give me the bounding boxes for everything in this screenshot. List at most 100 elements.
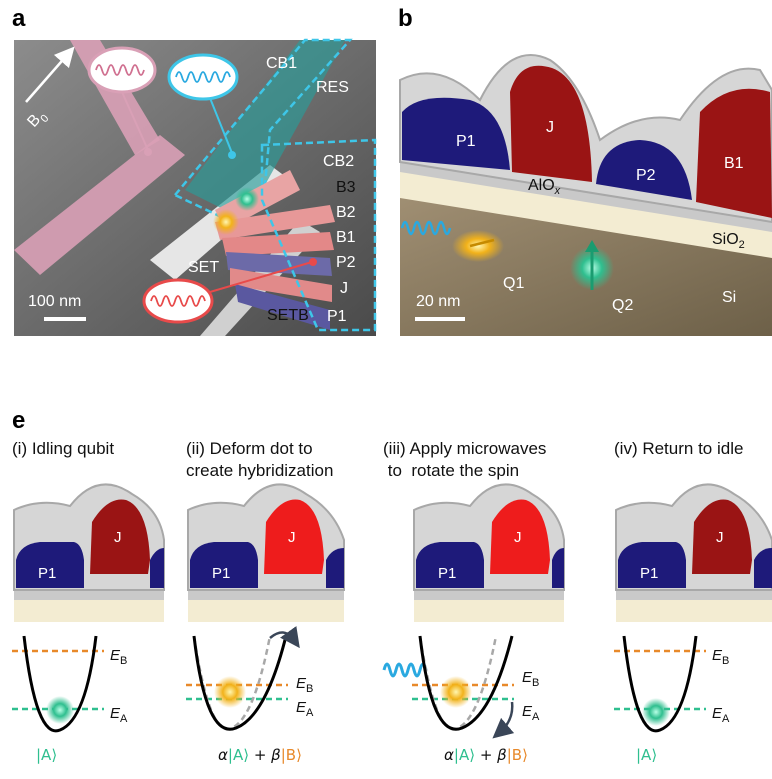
label-setb: SETB — [267, 307, 309, 324]
step-4-gate-p1 — [618, 542, 686, 588]
panel-b: b P1 J P2 B1 AlOx SiO2 Si Q1 Q2 20 nm — [398, 5, 772, 336]
label-res: RES — [316, 79, 349, 96]
step-2-title-line2: create hybridization — [186, 461, 333, 480]
step-2-title-line1: (ii) Deform dot to — [186, 439, 313, 458]
label-p2: P2 — [336, 254, 356, 271]
cyan-connector — [209, 97, 233, 154]
gate-j-b — [510, 65, 592, 182]
cyan-dot — [228, 151, 236, 159]
label-j: J — [340, 280, 348, 297]
pink-dot — [144, 148, 152, 156]
step-4-label-j: J — [716, 529, 724, 546]
step-1-device: P1 J — [13, 483, 165, 622]
step-4-title: (iv) Return to idle — [614, 439, 743, 458]
step-4-ea: EA — [712, 705, 730, 725]
step-2-eb: EB — [296, 675, 313, 695]
energy-labels: EB EA EB EA EB EA EB EA — [110, 647, 730, 725]
red-wave-icon — [150, 295, 206, 307]
label-b1: B1 — [336, 229, 356, 246]
step-3-microwave-icon — [382, 662, 428, 678]
step-3-ea: EA — [522, 703, 540, 723]
q2-spin-arrowhead — [585, 240, 599, 252]
pink-signal-bubble — [87, 46, 157, 94]
gate-j — [230, 268, 332, 302]
label-cb1: CB1 — [266, 55, 297, 72]
step-1-gate-j — [90, 499, 150, 574]
red-signal-bubble — [142, 278, 214, 324]
step-1-potential — [12, 635, 104, 733]
label-p1: P1 — [327, 308, 347, 325]
cyan-wave-icon — [175, 71, 231, 83]
label-b1-b: B1 — [724, 155, 744, 172]
step-2-ea: EA — [296, 699, 314, 719]
panel-b-letter: b — [398, 5, 413, 32]
label-q2: Q2 — [612, 297, 633, 314]
step-1-qubit — [46, 696, 74, 724]
panel-a: a B 0 — [12, 5, 377, 336]
gate-b1-b — [696, 88, 772, 219]
resonator-pink-arm — [14, 135, 185, 275]
step-2-label-p1: P1 — [212, 565, 230, 582]
step-3-gate-j — [490, 499, 550, 574]
q1-spin-arrow — [469, 238, 495, 248]
label-b2: B2 — [336, 204, 356, 221]
cyan-signal-bubble — [167, 53, 239, 101]
sio2-layer — [400, 168, 772, 258]
step-4-well — [622, 635, 698, 733]
step-1-label-p1: P1 — [38, 565, 56, 582]
label-j-b: J — [546, 119, 554, 136]
label-cb2: CB2 — [323, 153, 354, 170]
gate-b2 — [215, 205, 335, 240]
scale-bar-b — [415, 317, 465, 321]
label-b3: B3 — [336, 179, 356, 196]
red-connector — [209, 261, 313, 293]
step-3-qubit — [440, 676, 472, 708]
step-1-well — [22, 635, 98, 733]
red-dot — [309, 258, 317, 266]
gate-p2-b — [596, 140, 692, 200]
scale-bar-label-a: 100 nm — [28, 293, 81, 310]
step-4-eb: EB — [712, 647, 729, 667]
b0-arrow — [25, 46, 75, 103]
step-3-label-j: J — [514, 529, 522, 546]
step-1-gate-p1 — [16, 542, 84, 588]
step-2-deform-arrow — [269, 626, 300, 649]
step-4-state: |A⟩ — [636, 746, 657, 764]
step-3-state: α|A⟩ + β|B⟩ — [444, 746, 528, 764]
label-si: Si — [722, 289, 736, 306]
step-1-label-j: J — [114, 529, 122, 546]
step-2-potential — [186, 626, 300, 731]
panel-e: e (i) Idling qubit (ii) Deform dot to cr… — [12, 407, 772, 764]
step-2-label-j: J — [288, 529, 296, 546]
step-2-device: P1 J — [187, 483, 345, 622]
step-3-return-arrow — [492, 701, 515, 739]
step-4-label-p1: P1 — [640, 565, 658, 582]
gate-p2 — [226, 252, 332, 276]
cb2-outline — [260, 138, 377, 332]
pink-connector — [121, 91, 149, 151]
step-3-potential — [382, 635, 515, 739]
step-1-title: (i) Idling qubit — [12, 439, 114, 458]
step-1-state: |A⟩ — [36, 746, 57, 764]
label-set: SET — [188, 259, 219, 276]
microwave-icon-b — [400, 220, 452, 236]
step-2-well — [192, 635, 288, 731]
step-3-title-line2: to rotate the spin — [383, 461, 519, 480]
scale-bar-label-b: 20 nm — [416, 293, 460, 310]
step-2-state: α|A⟩ + β|B⟩ — [218, 746, 302, 764]
panel-a-letter: a — [12, 5, 26, 32]
label-q1: Q1 — [503, 275, 524, 292]
label-p2-b: P2 — [636, 167, 656, 184]
step-3-well — [418, 635, 514, 731]
step-3-gate-p1 — [416, 542, 484, 588]
scale-bar-a — [44, 317, 86, 321]
step-2-qubit — [214, 676, 246, 708]
step-3-title-line1: (iii) Apply microwaves — [383, 439, 546, 458]
step-2-gate-j — [264, 499, 324, 574]
step-4-gate-j — [692, 499, 752, 574]
gate-b1 — [222, 232, 334, 256]
step-1-ea: EA — [110, 705, 128, 725]
label-sio2: SiO2 — [712, 231, 745, 251]
step-3-label-p1: P1 — [438, 565, 456, 582]
